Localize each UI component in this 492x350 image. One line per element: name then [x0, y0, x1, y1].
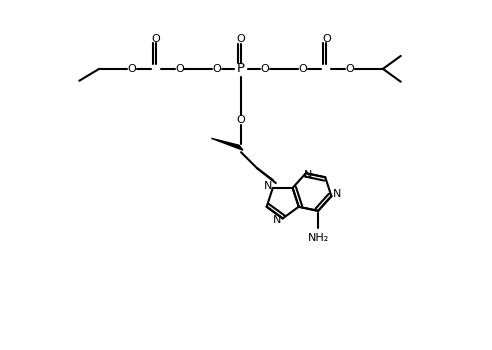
Text: N: N [333, 189, 341, 199]
Text: O: O [175, 64, 184, 74]
Text: O: O [237, 34, 246, 44]
Text: O: O [127, 64, 136, 74]
Text: O: O [322, 34, 331, 44]
Text: NH₂: NH₂ [308, 233, 329, 243]
Text: O: O [298, 64, 307, 74]
Text: P: P [237, 62, 245, 75]
Text: O: O [237, 116, 246, 125]
Text: O: O [346, 64, 355, 74]
Polygon shape [211, 138, 243, 150]
Text: O: O [213, 64, 221, 74]
Text: O: O [152, 34, 160, 44]
Text: N: N [273, 215, 281, 225]
Text: N: N [264, 181, 272, 191]
Text: N: N [304, 170, 312, 180]
Text: O: O [260, 64, 269, 74]
